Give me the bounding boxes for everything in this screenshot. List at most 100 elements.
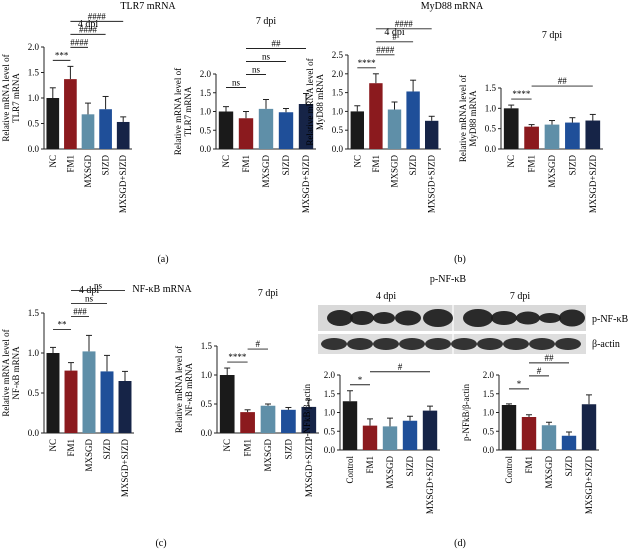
significance-label: **** — [358, 58, 377, 68]
x-tick-label: MXSGD+SJZD — [584, 456, 594, 515]
x-tick-label: SJZD — [405, 456, 415, 477]
x-tick-label: MXSGD — [263, 439, 273, 472]
y-tick-label: 1.0 — [324, 408, 336, 418]
x-tick-label: SJZD — [102, 439, 112, 460]
x-tick-label: MXSGD+SJZD — [120, 439, 130, 498]
significance-label: ## — [558, 76, 568, 86]
y-tick-label: 0.0 — [485, 144, 497, 154]
x-tick-label: FM1 — [65, 155, 75, 173]
y-tick-label: 2.0 — [324, 370, 336, 380]
bar-sjzd — [99, 109, 112, 149]
bar-sjzd — [565, 122, 580, 149]
x-tick-label: SJZD — [101, 155, 111, 176]
significance-label: #### — [395, 19, 414, 29]
y-tick-label: 2.0 — [200, 69, 212, 79]
significance-label: ## — [272, 39, 282, 49]
bar-fm1 — [362, 425, 378, 450]
blot-band-actin-0 — [321, 338, 347, 350]
bar-sjzd — [406, 91, 420, 149]
significance-label: ns — [85, 293, 94, 303]
panel-label-c: (c) — [155, 538, 166, 549]
x-tick-label: FM1 — [371, 155, 381, 173]
significance-label: ns — [232, 78, 241, 88]
bar-mxsgd — [387, 109, 402, 149]
bar-sjzd — [561, 435, 577, 450]
blot-band-actin-1 — [347, 338, 373, 350]
blot-band-pnfkb-0 — [327, 310, 353, 326]
bar-mxsgd — [258, 108, 274, 149]
significance-label: # — [398, 362, 403, 372]
y-axis-label: Relative mRNA level ofNF-κB mRNA — [174, 346, 194, 433]
chart-d-8: 0.0 0.5 1.0 1.5 2.0 p-NFkB/β-actin Control FM1 M… — [461, 353, 599, 514]
y-axis-label: Relative mRNA level ofNF-κB mRNA — [1, 329, 21, 416]
bar-fm1 — [238, 118, 254, 149]
bar-nc — [350, 111, 364, 149]
y-tick-label: 1.5 — [483, 389, 495, 399]
y-tick-label: 0.5 — [200, 125, 212, 135]
bar-nc — [46, 353, 60, 433]
significance-label: # — [537, 366, 542, 376]
blot-group-7dpi: 7 dpi — [510, 291, 531, 302]
significance-label: ns — [94, 280, 103, 290]
bar-sjzd — [278, 112, 294, 149]
bar-mxsgd-sjzd — [425, 120, 439, 149]
y-axis-label: Relative mRNA level ofTLR7 mRNA — [1, 54, 21, 141]
x-tick-label: SJZD — [283, 439, 293, 460]
y-tick-label: 0.5 — [332, 125, 344, 135]
chart-title: 7 dpi — [542, 30, 563, 41]
x-tick-label: NC — [48, 155, 58, 168]
y-tick-label: 0.5 — [28, 388, 40, 398]
x-tick-label: SJZD — [567, 155, 577, 176]
blot-band-pnfkb-9 — [559, 309, 585, 327]
significance-label: ns — [262, 52, 271, 62]
x-tick-label: MXSGD+SJZD — [588, 155, 598, 214]
x-tick-label: MXSGD — [385, 456, 395, 489]
blot-band-pnfkb-8 — [539, 313, 561, 323]
panel-label-b: (b) — [454, 254, 466, 265]
y-tick-label: 1.5 — [332, 88, 344, 98]
y-tick-label: 1.5 — [28, 308, 40, 318]
panel-label-a: (a) — [157, 254, 168, 265]
y-tick-label: 1.5 — [28, 68, 40, 78]
x-tick-label: MXSGD — [547, 155, 557, 188]
y-tick-label: 2.5 — [332, 50, 344, 60]
bar-sjzd — [281, 409, 296, 433]
bar-mxsgd-sjzd — [422, 410, 438, 450]
y-tick-label: 1.5 — [200, 88, 212, 98]
significance-label: *** — [55, 50, 69, 60]
bar-control — [342, 401, 358, 450]
bar-nc — [503, 108, 519, 149]
significance-label: ### — [73, 306, 87, 316]
y-tick-label: 0.0 — [28, 428, 40, 438]
significance-label: #### — [376, 45, 395, 55]
x-tick-label: MXSGD+SJZD — [118, 155, 128, 214]
blot-label-pnfkb: p-NF-κB — [592, 314, 628, 325]
y-tick-label: 0.0 — [332, 144, 344, 154]
bar-mxsgd-sjzd — [298, 104, 314, 149]
x-tick-label: MXSGD+SJZD — [304, 439, 314, 498]
bar-nc — [46, 98, 60, 149]
x-tick-label: SJZD — [408, 155, 418, 176]
y-tick-label: 1.0 — [28, 93, 40, 103]
bar-mxsgd — [544, 124, 560, 149]
bar-mxsgd — [260, 405, 276, 433]
chart-b-4: 0.0 0.5 1.0 1.5 Relative mRNA level ofMyD88 … — [458, 30, 603, 213]
y-tick-label: 1.0 — [332, 106, 344, 116]
blot-label-actin: β-actin — [592, 339, 620, 350]
y-tick-label: 0.0 — [28, 144, 40, 154]
blot-band-pnfkb-4 — [423, 309, 453, 327]
bar-mxsgd — [81, 114, 95, 149]
chart-title: 7 dpi — [256, 16, 277, 27]
significance-label: ## — [545, 353, 555, 363]
x-tick-label: Control — [345, 456, 355, 484]
bar-fm1 — [369, 83, 383, 149]
y-tick-label: 1.0 — [485, 103, 497, 113]
significance-label: ** — [58, 319, 68, 329]
bar-fm1 — [64, 370, 78, 433]
y-tick-label: 0.0 — [200, 144, 212, 154]
significance-label: #### — [88, 11, 107, 21]
x-tick-label: Control — [504, 456, 514, 484]
bar-mxsgd-sjzd — [116, 121, 130, 149]
bar-mxsgd-sjzd — [301, 406, 317, 433]
significance-label: **** — [512, 89, 531, 99]
